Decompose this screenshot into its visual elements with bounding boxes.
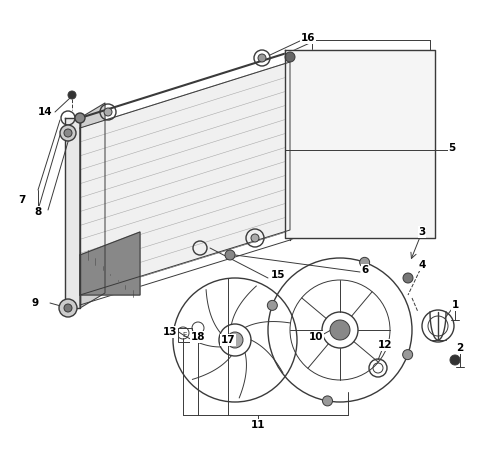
- Polygon shape: [285, 50, 435, 238]
- Circle shape: [75, 113, 85, 123]
- Circle shape: [403, 350, 413, 359]
- Text: 15: 15: [271, 270, 285, 280]
- Circle shape: [64, 129, 72, 137]
- Circle shape: [59, 299, 77, 317]
- Circle shape: [258, 54, 266, 62]
- Circle shape: [450, 355, 460, 365]
- Text: 7: 7: [18, 195, 26, 205]
- Text: 14: 14: [38, 107, 52, 117]
- Text: 8: 8: [35, 207, 42, 217]
- Text: 18: 18: [191, 332, 205, 342]
- Text: 17: 17: [221, 335, 235, 345]
- Circle shape: [104, 108, 112, 116]
- Circle shape: [68, 91, 76, 99]
- Circle shape: [64, 304, 72, 312]
- Polygon shape: [80, 62, 290, 295]
- Circle shape: [225, 250, 235, 260]
- Text: 12: 12: [378, 340, 392, 350]
- Text: 6: 6: [361, 265, 369, 275]
- Polygon shape: [80, 232, 140, 295]
- Circle shape: [403, 273, 413, 283]
- Text: 9: 9: [31, 298, 38, 308]
- Bar: [178, 328, 192, 342]
- Circle shape: [227, 332, 243, 348]
- Text: 16: 16: [301, 33, 315, 43]
- Text: 13: 13: [163, 327, 177, 337]
- Text: 3: 3: [419, 227, 426, 237]
- Text: 1: 1: [451, 300, 458, 310]
- Text: 11: 11: [251, 420, 265, 430]
- Text: E: E: [183, 332, 187, 338]
- Circle shape: [251, 234, 259, 242]
- Text: 10: 10: [309, 332, 323, 342]
- Text: 5: 5: [448, 143, 456, 153]
- Circle shape: [360, 257, 370, 267]
- Polygon shape: [65, 118, 80, 308]
- Circle shape: [60, 125, 76, 141]
- Circle shape: [285, 52, 295, 62]
- Circle shape: [330, 320, 350, 340]
- Circle shape: [267, 300, 277, 310]
- Circle shape: [323, 396, 333, 406]
- Polygon shape: [80, 103, 105, 308]
- Text: 2: 2: [456, 343, 464, 353]
- Text: 4: 4: [418, 260, 426, 270]
